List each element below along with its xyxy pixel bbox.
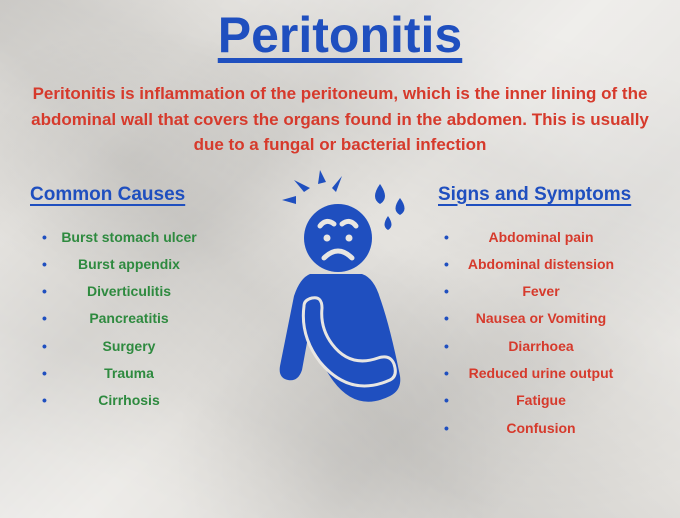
columns-row: Common Causes Burst stomach ulcer Burst …	[24, 184, 656, 442]
list-item: Pancreatitis	[24, 305, 234, 332]
list-item: Reduced urine output	[426, 360, 656, 387]
sick-person-icon	[240, 166, 440, 466]
list-item: Nausea or Vomiting	[426, 305, 656, 332]
list-item: Confusion	[426, 415, 656, 442]
list-item: Cirrhosis	[24, 387, 234, 414]
infographic-content: Peritonitis Peritonitis is inflammation …	[0, 0, 680, 442]
causes-heading: Common Causes	[24, 184, 234, 206]
list-item: Burst stomach ulcer	[24, 224, 234, 251]
head-icon	[304, 204, 372, 272]
list-item: Fever	[426, 278, 656, 305]
symptoms-column: Signs and Symptoms Abdominal pain Abdomi…	[426, 184, 656, 442]
list-item: Burst appendix	[24, 251, 234, 278]
list-item: Trauma	[24, 360, 234, 387]
list-item: Surgery	[24, 333, 234, 360]
list-item: Abdominal pain	[426, 224, 656, 251]
causes-list: Burst stomach ulcer Burst appendix Diver…	[24, 224, 234, 415]
description-text: Peritonitis is inflammation of the perit…	[24, 81, 656, 158]
list-item: Diarrhoea	[426, 333, 656, 360]
pain-burst-icon	[282, 170, 342, 204]
list-item: Abdominal distension	[426, 251, 656, 278]
sweat-drops-icon	[375, 184, 405, 230]
list-item: Diverticulitis	[24, 278, 234, 305]
main-title: Peritonitis	[24, 8, 656, 63]
symptoms-list: Abdominal pain Abdominal distension Feve…	[426, 224, 656, 442]
list-item: Fatigue	[426, 387, 656, 414]
causes-column: Common Causes Burst stomach ulcer Burst …	[24, 184, 234, 415]
symptoms-heading: Signs and Symptoms	[426, 184, 656, 206]
